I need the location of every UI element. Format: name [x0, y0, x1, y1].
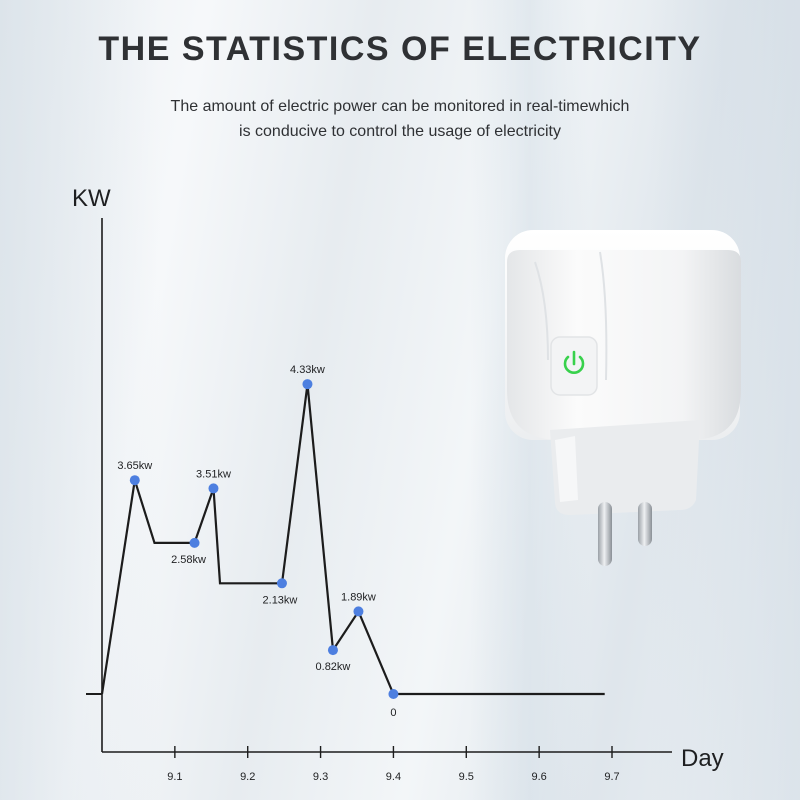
plug-seam-line [599, 251, 608, 381]
subtitle-line-1: The amount of electric power can be moni… [170, 98, 630, 115]
plug-base [550, 420, 700, 515]
subtitle-line-2: is conducive to control the usage of ele… [239, 123, 561, 140]
data-label: 0 [390, 707, 396, 719]
x-tick-label: 9.4 [386, 771, 401, 783]
plug-seam-line [534, 261, 549, 361]
data-point [276, 578, 287, 589]
x-tick-label: 9.3 [313, 771, 328, 783]
data-point [353, 606, 364, 617]
x-tick-label: 9.7 [604, 771, 619, 783]
x-tick-label: 9.6 [531, 771, 546, 783]
data-label: 4.33kw [290, 364, 325, 376]
plug-housing [507, 250, 741, 440]
power-series-line [100, 384, 605, 696]
data-label: 3.65kw [117, 460, 152, 472]
x-tick-label: 9.5 [459, 771, 474, 783]
data-label: 2.58kw [171, 554, 206, 566]
data-point [189, 537, 200, 548]
x-axis-ticks: 9.1 9.2 9.3 9.4 9.5 9.6 9.7 [167, 746, 620, 783]
data-point [388, 689, 399, 699]
data-labels: 3.65kw 2.58kw 3.51kw 2.13kw 4.33kw 0.82kw 1.89… [117, 364, 396, 719]
data-label: 3.51kw [196, 468, 231, 480]
data-point [302, 379, 313, 390]
plug-pin-left [598, 502, 612, 566]
x-tick-label: 9.2 [240, 771, 255, 783]
power-series [86, 384, 605, 696]
data-point [327, 645, 338, 656]
data-label: 2.13kw [263, 594, 298, 606]
power-icon [563, 350, 585, 374]
data-point [208, 483, 219, 494]
plug-pin-right [638, 502, 652, 546]
plug-base-notch [555, 436, 578, 502]
page-title: THE STATISTICS OF ELECTRICITY [98, 30, 702, 68]
data-points [129, 379, 399, 699]
y-axis-label: KW [72, 185, 111, 212]
x-tick-label: 9.1 [167, 771, 182, 783]
data-label: 0.82kw [316, 661, 351, 673]
power-button[interactable] [550, 336, 598, 396]
smart-plug-image [505, 230, 741, 566]
data-point [129, 475, 140, 486]
data-label: 1.89kw [341, 591, 376, 603]
x-axis-label: Day [681, 745, 724, 772]
